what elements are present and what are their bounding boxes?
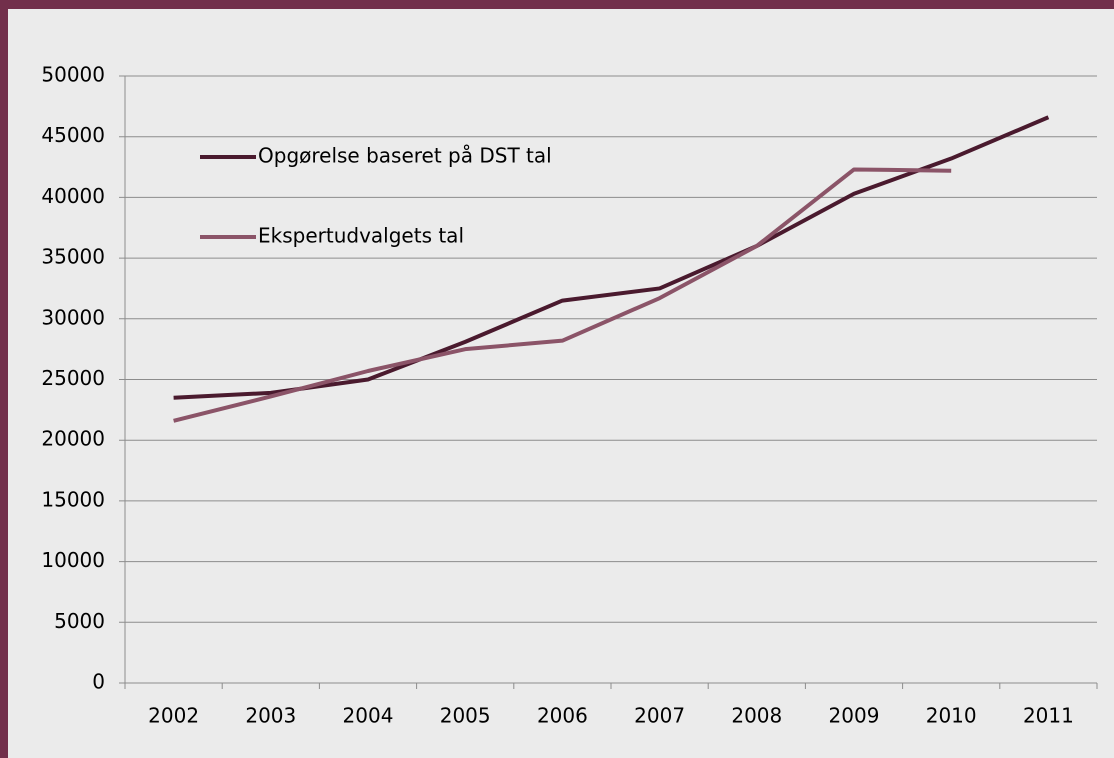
x-tick-label: 2002 (148, 704, 199, 728)
y-tick-label: 25000 (41, 366, 105, 390)
y-tick-label: 15000 (41, 487, 105, 511)
series-line (173, 115, 1050, 400)
legend-label: Ekspertudvalgets tal (258, 224, 464, 248)
x-tick-label: 2010 (926, 704, 977, 728)
y-tick-label: 35000 (41, 245, 105, 269)
x-tick-label: 2007 (634, 704, 685, 728)
x-tick-label: 2004 (343, 704, 394, 728)
y-tick-label: 30000 (41, 305, 105, 329)
y-tick-label: 5000 (54, 609, 105, 633)
x-tick-label: 2008 (731, 704, 782, 728)
legend-label: Opgørelse baseret på DST tal (258, 144, 552, 168)
y-tick-label: 10000 (41, 548, 105, 572)
y-tick-label: 40000 (41, 184, 105, 208)
x-tick-label: 2005 (440, 704, 491, 728)
y-tick-label: 50000 (41, 63, 105, 87)
y-tick-label: 20000 (41, 427, 105, 451)
series-line (173, 167, 952, 423)
x-tick-label: 2003 (245, 704, 296, 728)
frame-left (0, 0, 8, 758)
x-tick-label: 2011 (1023, 704, 1074, 728)
y-tick-label: 0 (92, 670, 105, 694)
frame-top (0, 0, 1114, 9)
y-tick-label: 45000 (41, 123, 105, 147)
x-tick-label: 2009 (829, 704, 880, 728)
x-tick-label: 2006 (537, 704, 588, 728)
